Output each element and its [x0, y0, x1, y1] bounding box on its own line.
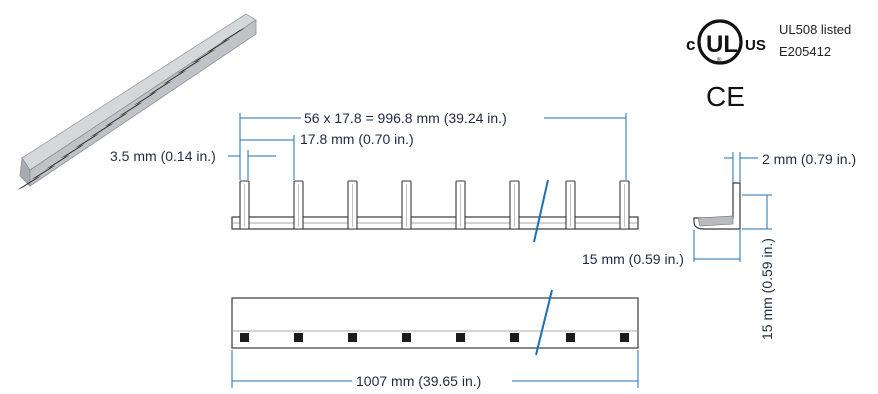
photo-pin [133, 91, 158, 106]
top-pin [566, 333, 575, 342]
dim-pin-width-label: 3.5 mm (0.14 in.) [110, 148, 216, 164]
top-pin [510, 333, 519, 342]
photo-pin [17, 176, 41, 190]
dimension-pitch [240, 135, 295, 180]
dim-thickness-label: 2 mm (0.79 in.) [762, 151, 856, 167]
top-pin [294, 333, 303, 342]
photo-pin [104, 112, 129, 127]
ul-file-number: E205412 [779, 44, 831, 59]
top-view [231, 289, 639, 356]
photo-pin [89, 123, 114, 138]
photo-pin [119, 102, 143, 116]
ul-us-letters: US [745, 37, 766, 54]
top-pin [348, 333, 357, 342]
photo-pin [177, 59, 202, 74]
photo-pin [46, 154, 71, 169]
top-pin [456, 333, 465, 342]
photo-pin [75, 133, 100, 148]
photo-pin [162, 70, 187, 85]
photo-pin [31, 165, 56, 180]
dim-side-height-label: 15 mm (0.59 in.) [759, 238, 775, 340]
busbar-photo [17, 13, 257, 190]
dimension-pin-width [228, 150, 276, 180]
photo-pin [148, 80, 173, 95]
dim-side-width-label: 15 mm (0.59 in.) [582, 251, 684, 267]
dim-overall-length-label: 1007 mm (39.65 in.) [356, 373, 481, 389]
top-pin [402, 333, 411, 342]
dim-pitch-label: 17.8 mm (0.70 in.) [300, 131, 414, 147]
front-view [231, 179, 639, 243]
ul-listing-text: UL508 listed [779, 22, 851, 37]
photo-pin [60, 144, 85, 159]
top-pin [620, 333, 629, 342]
ul-registered-symbol: ® [717, 57, 722, 64]
photo-pin [206, 38, 231, 53]
ul-mark: c UL ® US [686, 19, 766, 65]
dimension-overall-length [231, 350, 639, 388]
ce-mark: CE [706, 81, 745, 112]
side-view [693, 152, 772, 262]
photo-pin [221, 28, 245, 42]
ul-c-letter: c [686, 35, 695, 54]
photo-pin [191, 49, 216, 64]
top-pin [240, 333, 249, 342]
dim-total-pitch-label: 56 x 17.8 = 996.8 mm (39.24 in.) [304, 110, 507, 126]
dimension-total-pitch [239, 113, 627, 180]
ul-logo-text: UL [706, 31, 738, 58]
